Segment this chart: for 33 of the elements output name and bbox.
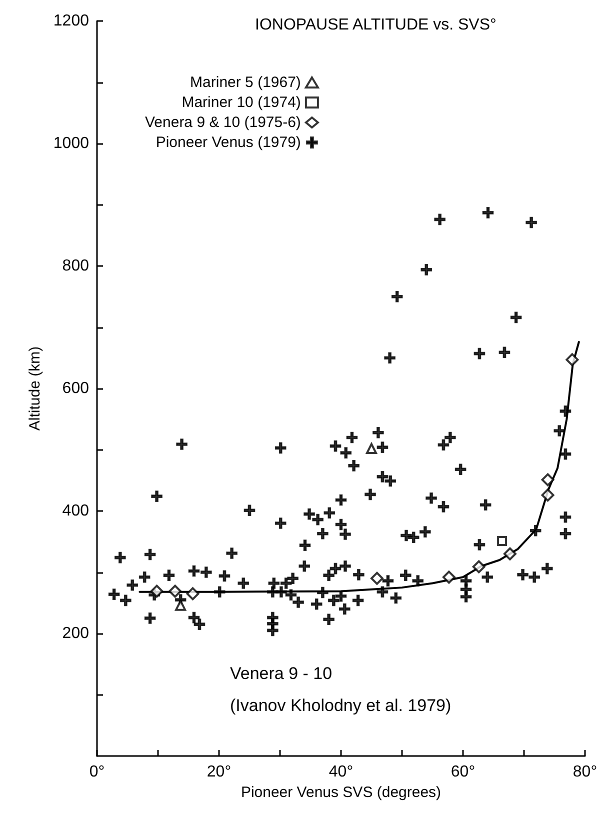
x-tick-label: 20° <box>206 764 232 780</box>
y-axis-title: Altitude (km) <box>26 346 44 431</box>
chart-title: IONOPAUSE ALTITUDE vs. SVS° <box>255 16 496 34</box>
point <box>168 584 182 598</box>
legend-label: Pioneer Venus (1979) <box>156 134 301 151</box>
y-tick-label: 800 <box>62 258 90 274</box>
point <box>472 560 486 574</box>
annotation: (Ivanov Kholodny et al. 1979) <box>230 696 452 715</box>
point <box>503 547 516 560</box>
point <box>366 443 377 454</box>
x-tick-label: 60° <box>450 764 476 780</box>
x-tick-label: 40° <box>328 764 354 780</box>
legend-label: Mariner 5 (1967) <box>190 74 301 91</box>
legend-label: Venera 9 & 10 (1975-6) <box>144 114 301 131</box>
y-tick-label: 400 <box>62 502 90 520</box>
x-tick-label: 0° <box>89 764 105 780</box>
point <box>186 587 200 600</box>
point <box>175 600 186 611</box>
point <box>541 488 554 502</box>
y-tick-label: 1200 <box>53 12 90 30</box>
point <box>370 572 384 585</box>
point <box>566 353 579 366</box>
x-axis-title: Pioneer Venus SVS (degrees) <box>240 784 442 801</box>
y-tick-label: 600 <box>62 380 90 397</box>
legend-label: Mariner 10 (1974) <box>182 94 301 111</box>
point <box>541 473 554 486</box>
point <box>497 536 508 546</box>
y-tick-label: 1000 <box>53 135 90 152</box>
point <box>150 584 164 598</box>
annotation: Venera 9 - 10 <box>230 664 332 683</box>
point <box>442 570 456 584</box>
y-tick-label: 200 <box>62 625 90 642</box>
x-tick-label: 80° <box>572 764 598 780</box>
